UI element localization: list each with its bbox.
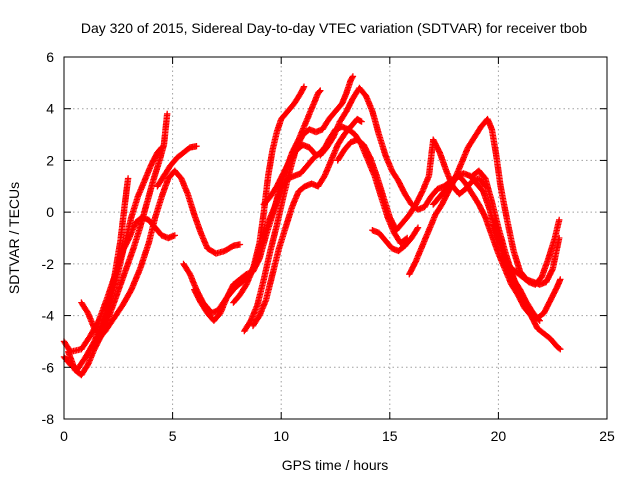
x-tick-label: 10 [273,428,289,444]
series-track-15 [369,224,422,255]
data-point [557,276,564,283]
axes: 0 5 10 15 20 25 -8 -6 -4 -2 0 2 4 6 [42,49,615,444]
y-tick-label: 6 [46,49,54,65]
y-tick-label: -4 [42,308,55,324]
x-tick-label: 20 [491,428,507,444]
y-tick-label: -8 [42,411,55,427]
chart-title: Day 320 of 2015, Sidereal Day-to-day VTE… [81,20,588,36]
x-tick-label: 15 [382,428,398,444]
data-point [414,225,421,233]
y-axis-label: SDTVAR / TECUs [6,182,22,294]
series-track-14 [334,136,489,234]
plot-border [63,56,608,420]
data-point [548,267,556,274]
y-tick-label: -6 [42,359,55,375]
x-tick-label: 0 [60,428,68,444]
series-track-19 [490,221,543,324]
data-point [316,88,323,95]
series-track-6 [154,143,200,190]
data-point [317,87,324,94]
data-point [164,110,171,118]
data-point [556,234,563,242]
x-axis-label: GPS time / hours [282,457,389,473]
series-track-4 [78,175,132,337]
data-point [556,345,563,352]
data-point [536,317,543,324]
series-track-16 [406,115,563,288]
series-track-5 [93,167,244,345]
data-point [556,216,563,224]
y-tick-label: 2 [46,152,54,168]
y-tick-label: 4 [46,101,54,117]
data-point [236,241,244,248]
x-tick-label: 25 [599,428,615,444]
y-tick-label: 0 [46,204,54,220]
data-point [557,346,564,353]
data-point [124,175,132,182]
y-tick-label: -2 [42,256,55,272]
data-point [193,143,200,150]
data-point [329,135,336,142]
data-point [349,73,357,80]
x-tick-label: 5 [169,428,177,444]
data-markers [60,73,564,379]
series-track-11 [249,115,365,330]
data-point [414,224,422,231]
data-point [300,83,308,90]
series-track-9 [230,83,308,306]
data-point [535,316,542,323]
data-point [171,232,178,239]
data-point [349,74,356,81]
data-point [358,118,365,125]
